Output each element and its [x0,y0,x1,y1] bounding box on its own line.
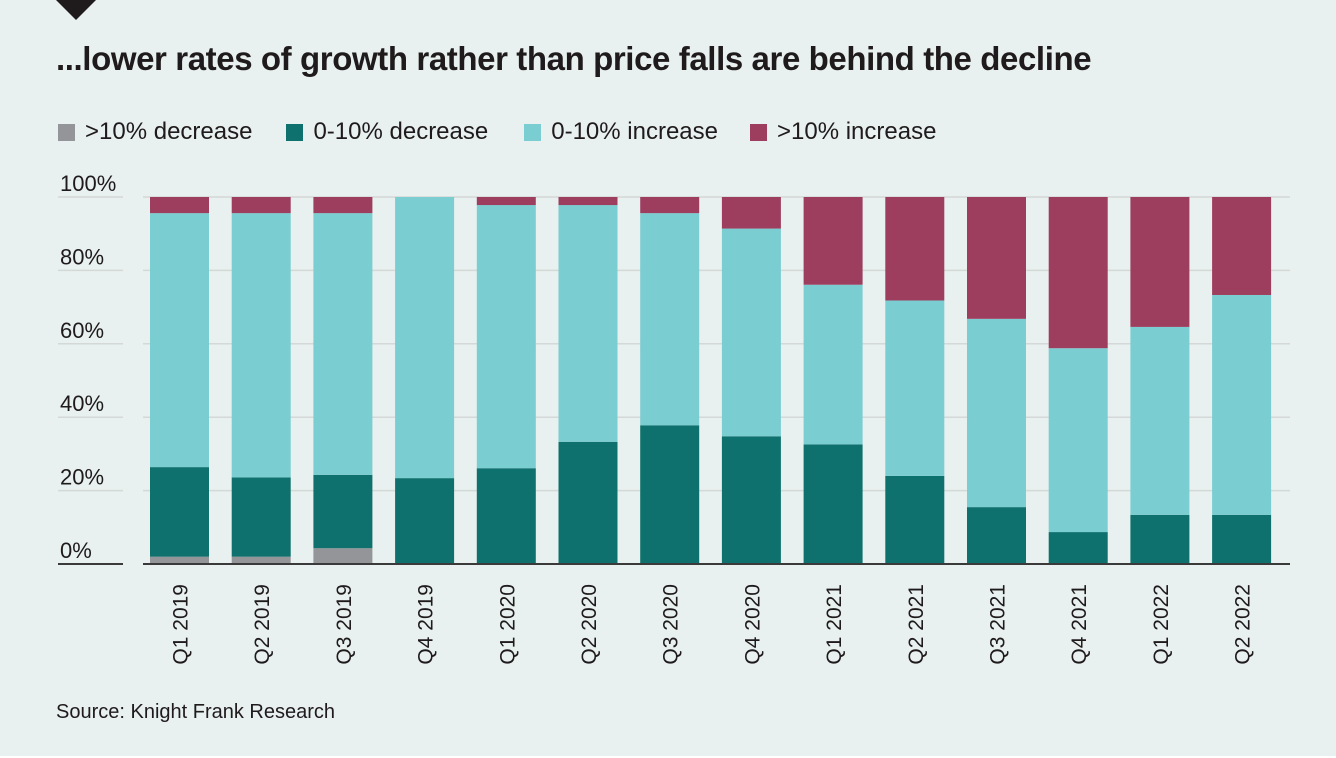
bar-segment [1212,514,1272,564]
legend-swatch-icon [750,123,767,141]
y-tick-label: 20% [60,465,104,490]
x-tick-label: Q3 2021 [987,584,1010,665]
legend-label: >10% increase [777,118,937,145]
bar-segment [803,284,863,445]
legend-item-gt10-increase: >10% increase [750,118,936,146]
bar-segment [1130,197,1190,327]
bar-segment [558,441,618,564]
bar-segment [150,467,209,557]
bar-segment [885,197,945,301]
bar-segment [885,300,945,476]
bar-segment [231,477,291,557]
x-tick-label: Q2 2022 [1232,584,1255,665]
bar-segment [313,548,373,564]
bar-segment [150,556,209,564]
x-tick-label: Q4 2020 [741,584,764,665]
bars [150,197,1272,564]
bar-segment [640,425,700,564]
bar-segment [721,228,781,437]
legend-item-0-10-decrease: 0-10% decrease [286,118,488,146]
y-tick-label: 40% [60,391,104,416]
bar-segment [313,474,373,549]
chart-title: ...lower rates of growth rather than pri… [56,40,1092,77]
x-tick-label: Q4 2019 [415,584,438,665]
bar-segment [1048,532,1108,564]
bar-segment [476,205,536,469]
bar-segment [640,197,700,214]
y-tick-label: 60% [60,318,104,343]
bar-segment [476,468,536,564]
bar-segment [885,475,945,564]
bar-segment [967,318,1026,508]
legend-label: >10% decrease [85,118,253,145]
bar-segment [395,478,455,564]
triangle-marker-icon [56,0,96,20]
bar-segment [1212,197,1272,295]
source-note: Source: Knight Frank Research [56,701,336,723]
bar-segment [231,556,291,564]
bar-segment [231,213,291,478]
bar-segment [1130,514,1190,564]
bar-segment [803,197,863,285]
x-tick-label: Q2 2020 [578,584,601,665]
legend-label: 0-10% increase [551,118,718,145]
x-tick-label: Q1 2022 [1150,584,1173,665]
x-tick-label: Q2 2021 [905,584,928,665]
bar-segment [558,197,618,206]
x-tick-label: Q2 2019 [251,584,274,665]
legend-item-0-10-increase: 0-10% increase [524,118,718,146]
legend: >10% decrease 0-10% decrease 0-10% incre… [58,118,964,146]
bar-segment [150,213,209,468]
bar-segment [231,197,291,214]
bar-segment [1048,348,1108,533]
legend-item-gt10-decrease: >10% decrease [58,118,252,146]
x-tick-label: Q3 2020 [660,584,683,665]
bar-segment [640,213,700,426]
legend-label: 0-10% decrease [313,118,489,145]
bar-segment [558,205,618,442]
x-tick-label: Q1 2020 [496,584,519,665]
bar-segment [1130,326,1190,515]
bar-segment [395,197,455,479]
bar-segment [1212,294,1272,515]
x-tick-label: Q4 2021 [1068,584,1091,665]
x-tick-label: Q3 2019 [333,584,356,665]
legend-swatch-icon [286,123,304,141]
bar-segment [803,444,863,564]
bar-segment [1048,197,1108,349]
bar-segment [721,436,781,564]
legend-swatch-icon [524,123,542,141]
y-axis-ticks: 0% 20% 40% 60% 80% 100% [60,171,116,563]
y-tick-label: 80% [60,244,104,269]
x-tick-label: Q1 2021 [823,584,846,665]
bar-segment [967,507,1026,564]
y-tick-label: 0% [60,538,92,563]
x-tick-label: Q1 2019 [170,584,193,665]
x-axis-ticks: Q1 2019 Q2 2019 Q3 2019 Q4 2019 Q1 2020 Q2 20… [170,584,1255,665]
bar-segment [721,197,781,229]
bar-segment [967,197,1026,319]
bar-segment [313,213,373,475]
y-tick-label: 100% [60,171,116,196]
bar-segment [150,197,209,214]
bar-segment [476,197,536,206]
bar-segment [313,197,373,214]
legend-swatch-icon [58,123,75,141]
